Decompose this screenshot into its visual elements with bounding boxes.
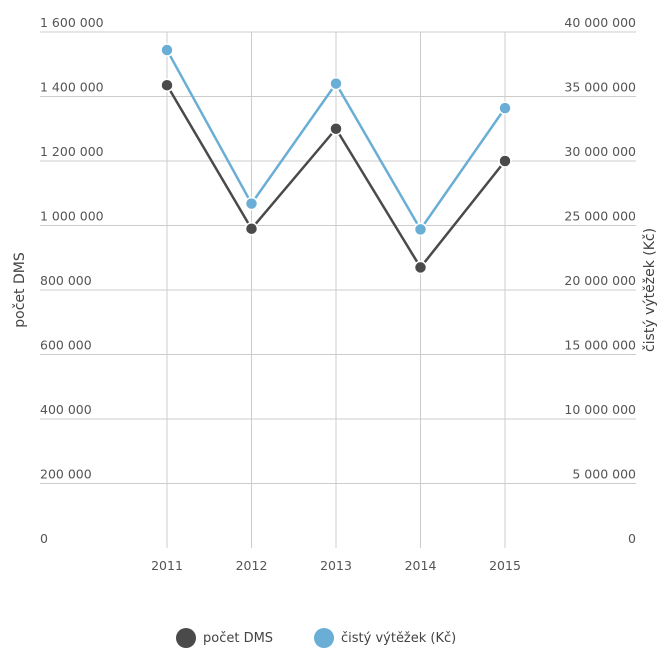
right-tick-label: 10 000 000 — [564, 402, 636, 417]
left-tick-label: 1 400 000 — [40, 80, 104, 95]
data-point[interactable] — [244, 196, 259, 211]
left-tick-label: 0 — [40, 531, 48, 546]
left-tick-label: 1 200 000 — [40, 144, 104, 159]
right-axis-title: čistý výtěžek (Kč) — [642, 228, 658, 352]
data-point[interactable] — [413, 260, 428, 275]
data-point[interactable] — [244, 221, 259, 236]
left-axis-title: počet DMS — [12, 252, 28, 328]
data-point[interactable] — [329, 76, 343, 91]
right-tick-label: 35 000 000 — [564, 80, 636, 95]
legend-label[interactable]: čistý výtěžek (Kč) — [341, 631, 456, 646]
left-tick-label: 200 000 — [40, 467, 92, 482]
data-point[interactable] — [498, 101, 512, 115]
right-tick-label: 30 000 000 — [564, 144, 636, 159]
data-point[interactable] — [160, 78, 174, 92]
left-axis-ticks: 0 200 000 400 000 600 000 800 000 1 000 000 1 … — [40, 15, 104, 546]
data-point[interactable] — [498, 154, 512, 168]
legend-label[interactable]: počet DMS — [203, 631, 273, 646]
legend-marker[interactable] — [314, 628, 334, 648]
legend-marker[interactable] — [176, 628, 196, 648]
legend[interactable]: počet DMS čistý výtěžek (Kč) — [176, 628, 456, 648]
gridlines — [40, 31, 636, 548]
x-tick-label: 2015 — [489, 558, 521, 573]
right-tick-label: 40 000 000 — [564, 15, 636, 30]
right-tick-label: 15 000 000 — [564, 338, 636, 353]
right-tick-label: 20 000 000 — [564, 273, 636, 288]
right-tick-label: 25 000 000 — [564, 209, 636, 224]
data-point[interactable] — [160, 43, 174, 57]
x-axis-ticks: 2011 2012 2013 2014 2015 — [151, 558, 521, 573]
right-axis-ticks: 0 5 000 000 10 000 000 15 000 000 20 000 000… — [564, 15, 636, 546]
left-tick-label: 1 600 000 — [40, 15, 104, 30]
right-tick-label: 5 000 000 — [572, 467, 636, 482]
right-tick-label: 0 — [628, 531, 636, 546]
left-tick-label: 1 000 000 — [40, 209, 104, 224]
x-tick-label: 2014 — [405, 558, 437, 573]
x-tick-label: 2013 — [320, 558, 352, 573]
series-layer — [160, 43, 512, 275]
left-tick-label: 400 000 — [40, 402, 92, 417]
x-tick-label: 2012 — [236, 558, 268, 573]
data-point[interactable] — [413, 222, 428, 237]
left-tick-label: 600 000 — [40, 338, 92, 353]
left-tick-label: 800 000 — [40, 273, 92, 288]
x-tick-label: 2011 — [151, 558, 183, 573]
data-point[interactable] — [329, 122, 343, 136]
